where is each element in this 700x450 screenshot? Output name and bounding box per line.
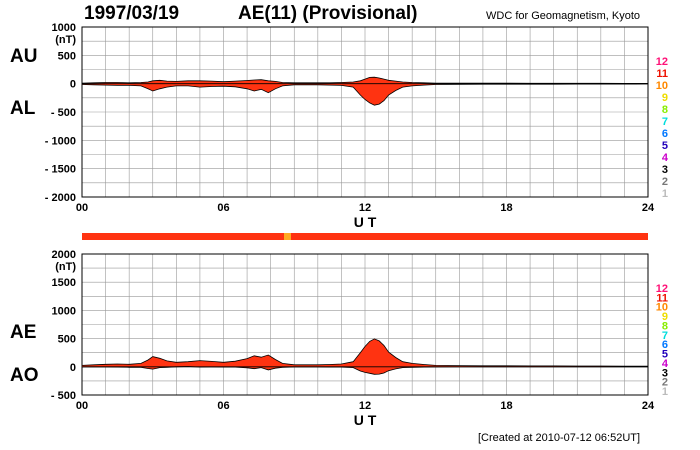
station-legend-1: 1	[662, 386, 668, 398]
area-fill-1	[82, 338, 648, 375]
series-label-ae: AE	[10, 322, 36, 343]
station-legend-2: 2	[662, 176, 668, 188]
series-line-al	[81, 83, 649, 106]
organization-label: WDC for Geomagnetism, Kyoto	[486, 10, 641, 22]
y-tick-label: 500	[58, 334, 76, 346]
station-legend-4: 4	[662, 152, 669, 164]
station-legend-12: 12	[656, 283, 668, 295]
station-legend-11: 11	[656, 292, 668, 304]
station-legend-9: 9	[662, 311, 668, 323]
x-tick-label: 12	[359, 202, 371, 214]
x-tick-label: 18	[500, 400, 512, 412]
station-legend-10: 10	[656, 80, 668, 92]
station-legend-9: 9	[662, 92, 668, 104]
y-unit-label: (nT)	[55, 34, 76, 46]
y-tick-label: 0	[70, 362, 76, 374]
station-legend-1: 1	[662, 188, 668, 200]
series-line-au	[81, 76, 648, 84]
station-legend-3: 3	[662, 164, 668, 176]
station-legend-12: 12	[656, 56, 668, 68]
y-tick-label: 0	[70, 79, 76, 91]
series-label-au: AU	[10, 46, 37, 67]
x-tick-label: 00	[76, 400, 88, 412]
y-tick-label: 1500	[52, 277, 76, 289]
created-timestamp: [Created at 2010-07-12 06:52UT]	[478, 432, 641, 444]
station-legend-10: 10	[656, 302, 668, 314]
x-tick-label: 06	[217, 400, 229, 412]
plot-date: 1997/03/19	[84, 3, 180, 24]
y-tick-label: 2000	[52, 249, 76, 261]
station-legend-8: 8	[662, 320, 668, 332]
station-legend-3: 3	[662, 367, 668, 379]
x-tick-label: 12	[359, 400, 371, 412]
x-axis-label: U T	[354, 412, 377, 428]
y-tick-label: - 1000	[45, 135, 76, 147]
series-line-ae	[81, 338, 649, 367]
station-legend-8: 8	[662, 104, 668, 116]
y-tick-label: - 500	[51, 390, 76, 402]
plot-title: AE(11) (Provisional)	[238, 3, 418, 24]
x-tick-label: 24	[642, 202, 655, 214]
station-legend-5: 5	[662, 140, 668, 152]
station-legend-7: 7	[662, 116, 668, 128]
station-legend-11: 11	[656, 68, 668, 80]
station-legend-6: 6	[662, 339, 668, 351]
y-tick-label: 1000	[52, 22, 76, 34]
y-tick-label: - 500	[51, 107, 76, 119]
station-bar	[82, 233, 648, 240]
station-legend-4: 4	[662, 358, 669, 370]
x-tick-label: 00	[76, 202, 88, 214]
station-legend-2: 2	[662, 377, 668, 389]
plot-frame	[81, 26, 649, 198]
y-unit-label: (nT)	[55, 261, 76, 273]
plot-frame	[81, 253, 649, 396]
series-label-al: AL	[10, 98, 36, 119]
y-tick-label: - 1500	[45, 164, 76, 176]
station-legend-5: 5	[662, 349, 668, 361]
x-tick-label: 06	[217, 202, 229, 214]
x-tick-label: 24	[642, 400, 655, 412]
y-tick-label: - 2000	[45, 192, 76, 204]
station-legend-7: 7	[662, 330, 668, 342]
x-axis-label: U T	[354, 214, 377, 230]
x-tick-label: 18	[500, 202, 512, 214]
y-tick-label: 1000	[52, 305, 76, 317]
series-label-ao: AO	[10, 365, 39, 386]
station-legend-6: 6	[662, 128, 668, 140]
station-bar-highlight	[284, 233, 291, 240]
y-tick-label: 500	[58, 50, 76, 62]
